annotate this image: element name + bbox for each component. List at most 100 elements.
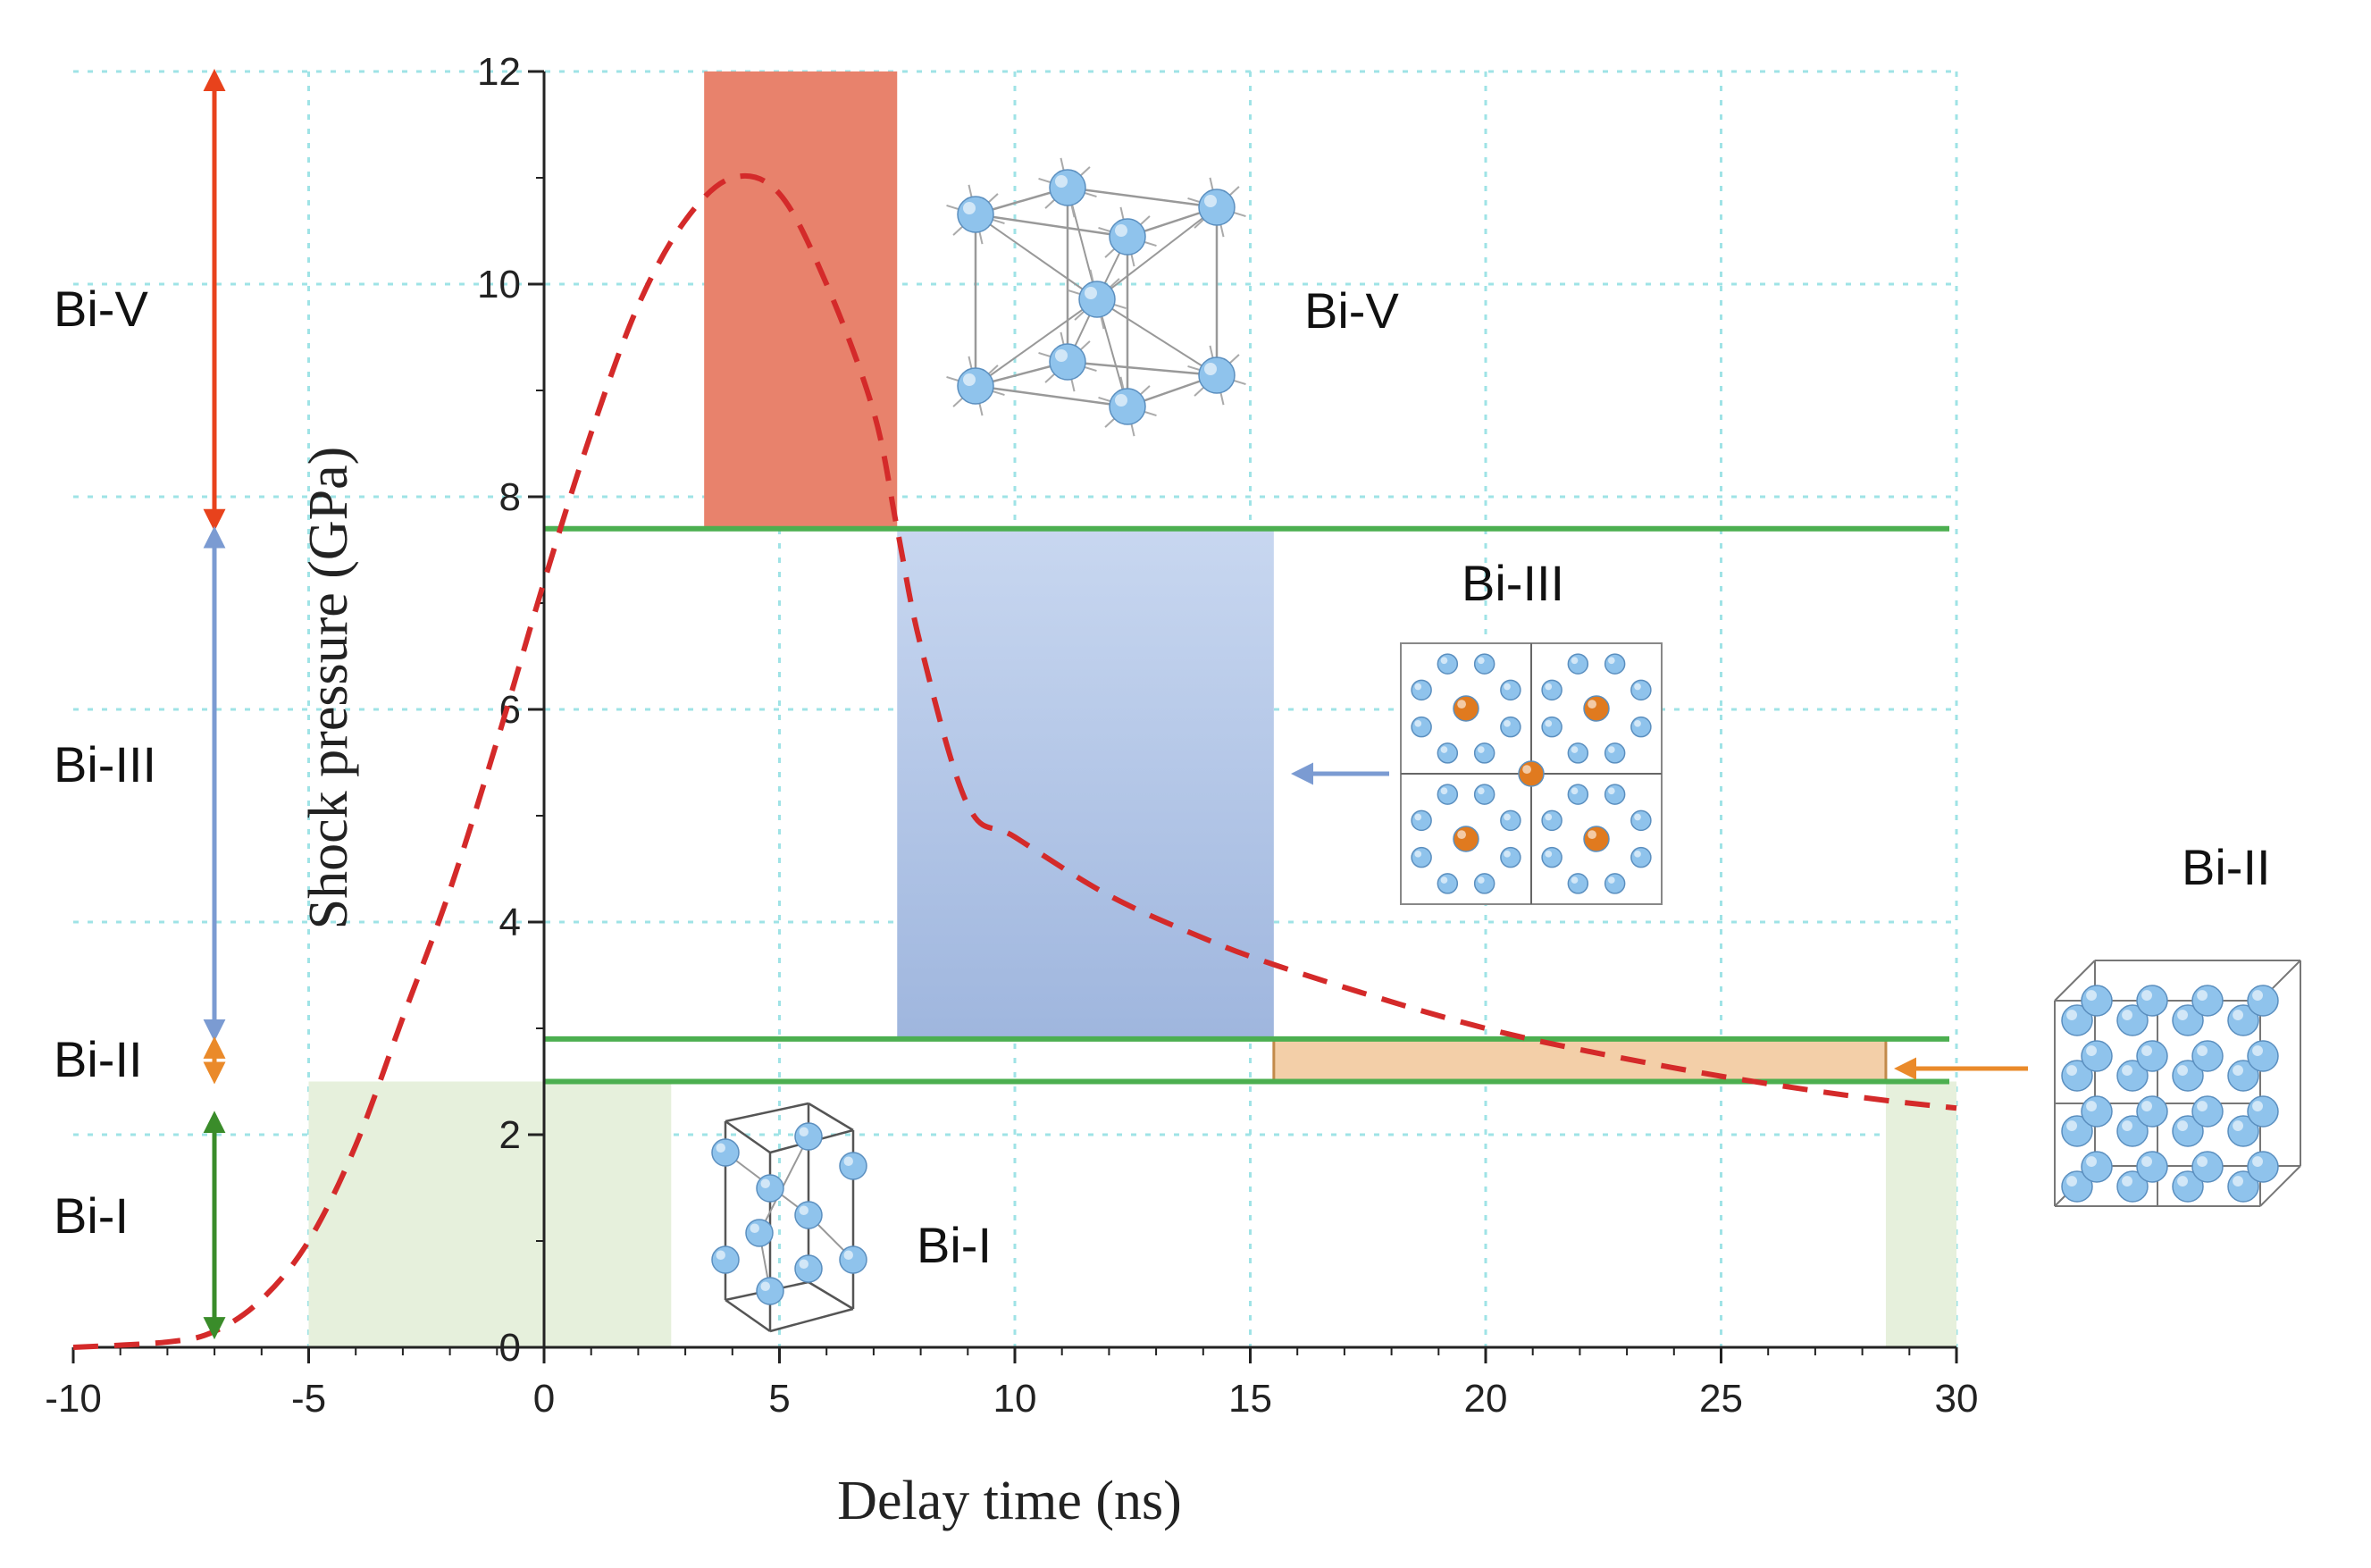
atom-highlight [750, 1223, 759, 1233]
atom-highlight [963, 373, 976, 386]
region-bi-iii [897, 528, 1274, 1039]
atom-highlight [1504, 850, 1511, 858]
bi-i-crystal-image [711, 1102, 867, 1333]
annotation-bi-iii: Bi-III [1462, 555, 1564, 611]
bond [1096, 298, 1218, 376]
bond [2259, 1165, 2301, 1207]
x-tick-label: 10 [993, 1377, 1037, 1421]
atom-highlight [2141, 1045, 2152, 1057]
bond [808, 1280, 854, 1311]
phase-range-arrows: Bi-V Bi-III Bi-II Bi-I [54, 69, 226, 1340]
atom-highlight [2086, 1101, 2097, 1112]
atom-highlight [1457, 830, 1466, 839]
bond [2054, 960, 2096, 1002]
atom [2247, 1151, 2279, 1183]
y-tick-label: 2 [499, 1113, 521, 1157]
atom-highlight [2177, 1065, 2188, 1077]
y-tick-label: 12 [477, 50, 521, 94]
atom [1567, 784, 1589, 805]
atom [1198, 356, 1236, 394]
atom-highlight [1204, 363, 1217, 375]
annotation-bi-ii: Bi-II [2182, 839, 2271, 895]
atom-highlight [2197, 1156, 2208, 1168]
atom [1604, 653, 1626, 675]
atom [1500, 716, 1521, 738]
range-label: Bi-II [54, 1031, 143, 1087]
atom [1411, 716, 1432, 738]
atom-highlight [1204, 195, 1217, 207]
atom-highlight [2066, 1065, 2077, 1077]
atom [957, 367, 994, 405]
atom-highlight [760, 1281, 770, 1291]
atom-highlight [2233, 1120, 2243, 1132]
atom-highlight [1477, 876, 1485, 884]
atom-highlight [2122, 1176, 2132, 1187]
y-tick-label: 4 [499, 901, 521, 944]
atom [1473, 653, 1495, 675]
bond [769, 1307, 854, 1333]
atom [1604, 873, 1626, 894]
atom [1567, 742, 1589, 764]
atom-highlight [2122, 1065, 2132, 1077]
atom [2081, 1095, 2113, 1128]
atom [711, 1245, 740, 1274]
atom-highlight [2141, 1101, 2152, 1112]
atom-highlight [1545, 719, 1553, 727]
atom [794, 1254, 823, 1283]
atom [1198, 189, 1236, 226]
atom [1109, 388, 1146, 425]
atom-highlight [2233, 1176, 2243, 1187]
atom [1604, 742, 1626, 764]
x-tick-label: -10 [45, 1377, 102, 1421]
atom [1411, 679, 1432, 701]
atom [1518, 760, 1545, 787]
atom [2191, 1040, 2224, 1072]
atom [1437, 784, 1459, 805]
atom-highlight [2177, 1120, 2188, 1132]
atom-highlight [1457, 700, 1466, 709]
atom-highlight [1055, 175, 1068, 188]
atom-highlight [1504, 813, 1511, 821]
x-tick-label: 5 [768, 1377, 790, 1421]
atom [1049, 169, 1086, 206]
bond [725, 1102, 809, 1123]
atom [794, 1201, 823, 1229]
atom [839, 1245, 867, 1274]
atom [1583, 695, 1610, 722]
atom-highlight [1607, 657, 1615, 665]
atom-highlight [1571, 876, 1579, 884]
atom [1453, 695, 1479, 722]
atom-highlight [1634, 683, 1641, 691]
bond [975, 213, 1128, 239]
atom [2136, 1095, 2168, 1128]
atom [2247, 1040, 2279, 1072]
region-bi-i [1885, 1081, 1956, 1347]
atom-highlight [1414, 813, 1422, 821]
atom [1567, 873, 1589, 894]
atom-highlight [2252, 1156, 2263, 1168]
atom-highlight [1571, 746, 1579, 753]
atom [1541, 846, 1563, 868]
atom [2191, 1095, 2224, 1128]
atom-highlight [2197, 1045, 2208, 1057]
atom-highlight [799, 1127, 808, 1136]
atom-highlight [1545, 683, 1553, 691]
atom-highlight [2197, 990, 2208, 1002]
region-bi-v [704, 71, 898, 529]
atom [2191, 1151, 2224, 1183]
y-tick-label: 8 [499, 475, 521, 519]
bond [1067, 186, 1218, 209]
atom-highlight [963, 202, 976, 214]
atom-highlight [1414, 719, 1422, 727]
y-axis-title: Shock pressure (GPa) [298, 447, 359, 930]
x-tick-label: 0 [533, 1377, 555, 1421]
atom-highlight [2233, 1010, 2243, 1021]
atom-highlight [1588, 700, 1596, 709]
atom [1500, 809, 1521, 832]
atom-highlight [2252, 1045, 2263, 1057]
atom-highlight [2177, 1176, 2188, 1187]
range-label: Bi-III [54, 736, 156, 792]
atom-highlight [1504, 719, 1511, 727]
bond [725, 1298, 771, 1333]
